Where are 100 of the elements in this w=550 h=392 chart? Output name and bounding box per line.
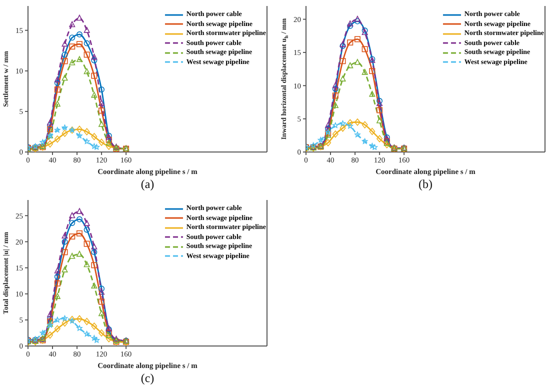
- point: [332, 122, 338, 128]
- point: [84, 68, 90, 74]
- point: [76, 31, 82, 38]
- point: [94, 337, 100, 343]
- point: [54, 293, 60, 299]
- point: [98, 286, 105, 292]
- point: [76, 41, 82, 48]
- point: [369, 68, 376, 74]
- point: [84, 40, 90, 46]
- point: [376, 117, 383, 124]
- point: [76, 315, 82, 322]
- point: [47, 122, 54, 128]
- point: [376, 107, 383, 114]
- point: [98, 138, 105, 146]
- point: [362, 68, 368, 75]
- point: [91, 132, 98, 140]
- point: [69, 220, 76, 226]
- point: [332, 86, 338, 92]
- point: [76, 230, 82, 236]
- point: [84, 240, 90, 247]
- point: [62, 266, 68, 272]
- point: [340, 120, 346, 126]
- point: [54, 268, 60, 274]
- point: [76, 216, 82, 222]
- point: [362, 46, 368, 52]
- point: [54, 316, 60, 322]
- point: [62, 130, 68, 137]
- point: [76, 325, 82, 331]
- point: [47, 140, 54, 148]
- point: [332, 92, 338, 99]
- point: [362, 138, 368, 144]
- point: [347, 62, 354, 68]
- point: [84, 226, 90, 233]
- point: [69, 34, 76, 41]
- point: [325, 122, 332, 128]
- point: [76, 208, 82, 214]
- point: [69, 44, 76, 50]
- point: [47, 316, 54, 322]
- point: [106, 332, 112, 338]
- point: [69, 21, 76, 28]
- point: [54, 86, 60, 93]
- point: [325, 126, 332, 132]
- text: (c): [140, 371, 156, 386]
- point: [347, 119, 354, 126]
- point: [69, 212, 76, 218]
- point: [84, 138, 90, 144]
- point: [98, 108, 105, 114]
- point: [98, 298, 105, 305]
- point: [98, 310, 105, 316]
- point: [106, 335, 112, 342]
- point: [62, 58, 68, 64]
- point: [62, 74, 68, 81]
- point: [91, 249, 98, 256]
- point: [91, 335, 98, 341]
- point: [62, 232, 68, 238]
- point: [47, 331, 54, 339]
- point: [47, 311, 54, 318]
- point: [91, 282, 98, 289]
- point: [76, 132, 82, 138]
- point: [362, 121, 368, 128]
- point: [372, 144, 378, 150]
- point: [332, 130, 338, 138]
- point: [62, 319, 68, 327]
- point: [84, 261, 90, 268]
- point: [376, 98, 383, 104]
- point: [318, 137, 324, 143]
- point: [354, 36, 360, 42]
- point: [369, 143, 376, 149]
- point: [106, 136, 112, 143]
- point: [84, 331, 90, 337]
- point: [325, 139, 332, 146]
- point: [347, 40, 354, 46]
- point: [91, 322, 98, 330]
- point: [332, 102, 338, 108]
- point: [91, 57, 98, 64]
- point: [98, 86, 105, 93]
- point: [98, 288, 105, 295]
- point: [54, 274, 60, 280]
- point: [62, 124, 68, 130]
- point: [340, 124, 346, 132]
- point: [106, 142, 112, 150]
- point: [354, 59, 360, 65]
- point: [54, 135, 60, 143]
- point: [91, 72, 98, 79]
- point: [62, 238, 68, 245]
- point: [54, 325, 60, 332]
- point: [54, 80, 60, 86]
- point: [40, 139, 46, 145]
- point: [62, 249, 68, 256]
- point: [47, 126, 54, 132]
- point: [384, 141, 390, 148]
- point: [54, 280, 60, 286]
- point: [54, 76, 60, 82]
- point: [62, 40, 68, 47]
- point: [340, 58, 346, 64]
- point: [62, 52, 68, 58]
- point: [94, 144, 100, 150]
- point: [332, 82, 338, 88]
- point: [369, 90, 376, 97]
- point: [76, 56, 82, 62]
